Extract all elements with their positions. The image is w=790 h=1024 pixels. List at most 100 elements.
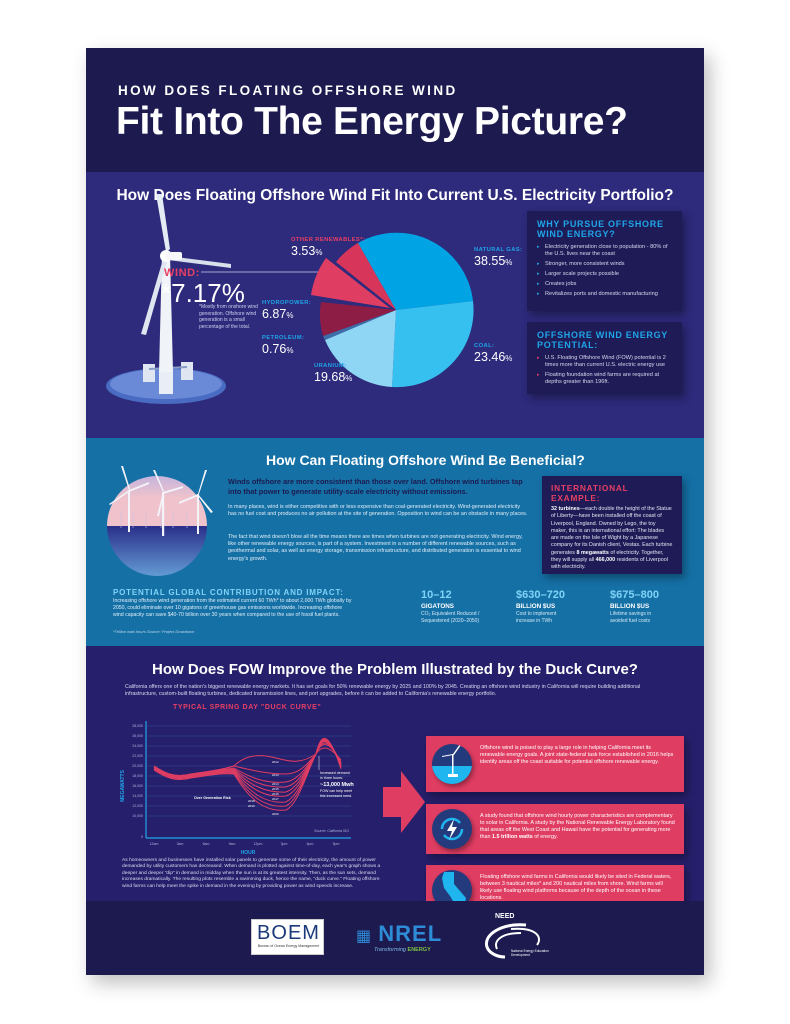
svg-text:12,000: 12,000 <box>132 804 143 808</box>
international-text: 32 turbines—each double the height of th… <box>551 506 673 571</box>
wind-farm-illustration <box>107 466 213 576</box>
svg-text:24,000: 24,000 <box>132 744 143 748</box>
stat-cost: $630–720 BILLION $US Cost to implement i… <box>516 589 565 624</box>
svg-text:2019: 2019 <box>248 804 255 808</box>
svg-text:20,000: 20,000 <box>132 764 143 768</box>
stat-gigatons: 10–12 GIGATONS CO₂ Equivalent Reduced / … <box>421 589 480 624</box>
chart-title: TYPICAL SPRING DAY "DUCK CURVE" <box>173 704 322 711</box>
coal-label: COAL: <box>474 343 495 349</box>
natural-gas-label: NATURAL GAS: <box>474 247 523 253</box>
beneficial-lead: Winds offshore are more consistent than … <box>228 477 523 496</box>
coal-value: 23.46% <box>474 350 513 364</box>
svg-text:2020: 2020 <box>272 812 279 816</box>
impact-title: POTENTIAL GLOBAL CONTRIBUTION AND IMPACT… <box>113 588 344 597</box>
hydropower-label: HYDROPOWER: <box>262 300 312 306</box>
impact-text: Increasing offshore wind generation from… <box>113 598 352 618</box>
fow-card-complementary: A study found that offshore wind hourly … <box>426 804 684 854</box>
duck-description: As homeowners and businesses have instal… <box>122 858 381 889</box>
international-example-card: INTERNATIONAL EXAMPLE: 32 turbines—each … <box>542 476 682 574</box>
svg-text:FOW can help meet: FOW can help meet <box>320 789 352 793</box>
svg-text:9am: 9am <box>229 842 236 846</box>
svg-text:6am: 6am <box>203 842 210 846</box>
floating-turbine-illustration <box>106 194 231 404</box>
svg-text:~13,000 Mwh: ~13,000 Mwh <box>320 782 354 788</box>
potential-card: OFFSHORE WIND ENERGY POTENTIAL: U.S. Flo… <box>527 322 682 394</box>
svg-text:2014: 2014 <box>272 782 279 786</box>
list-item: U.S. Floating Offshore Wind (FOW) potent… <box>537 355 672 369</box>
svg-text:2017: 2017 <box>272 797 279 801</box>
other-renewables-value: 3.53% <box>291 244 323 258</box>
svg-text:HOUR: HOUR <box>241 850 256 856</box>
duck-curve-chart: 28,000 26,000 24,000 22,000 20,000 18,00… <box>120 721 354 856</box>
wind-label: WIND: <box>164 267 200 279</box>
svg-text:12pm: 12pm <box>254 842 263 846</box>
svg-text:this increased need.: this increased need. <box>320 794 352 798</box>
petroleum-value: 0.76% <box>262 342 294 356</box>
svg-text:3am: 3am <box>177 842 184 846</box>
svg-text:in three hours:: in three hours: <box>320 776 343 780</box>
svg-text:22,000: 22,000 <box>132 754 143 758</box>
electricity-pie-chart <box>311 232 474 388</box>
svg-text:2015: 2015 <box>272 787 279 791</box>
potential-list: U.S. Floating Offshore Wind (FOW) potent… <box>537 355 672 386</box>
list-item: Electricity generation close to populati… <box>537 244 672 258</box>
svg-text:10,000: 10,000 <box>132 814 143 818</box>
portfolio-section: How Does Floating Offshore Wind Fit Into… <box>86 172 704 469</box>
duck-intro: California offers one of the nation's bi… <box>125 684 641 697</box>
boem-logo: BOEM Bureau of Ocean Energy Management <box>251 919 324 955</box>
why-pursue-title: WHY PURSUE OFFSHORE WIND ENERGY? <box>537 219 664 239</box>
uranium-value: 19.68% <box>314 370 353 384</box>
page-title: Fit Into The Energy Picture? <box>116 100 628 143</box>
header-kicker: HOW DOES FLOATING OFFSHORE WIND <box>118 83 458 98</box>
why-pursue-list: Electricity generation close to populati… <box>537 244 672 298</box>
svg-text:2016: 2016 <box>272 792 279 796</box>
svg-text:26,000: 26,000 <box>132 734 143 738</box>
impact-note: *Trillion watt-hours Source: Project Dra… <box>113 629 195 634</box>
svg-text:2018: 2018 <box>248 799 255 803</box>
svg-text:Source: California ISO: Source: California ISO <box>314 829 349 833</box>
duck-curve-section: How Does FOW Improve the Problem Illustr… <box>86 646 704 915</box>
svg-text:18,000: 18,000 <box>132 774 143 778</box>
list-item: Revitalizes ports and domestic manufactu… <box>537 291 672 298</box>
svg-text:6pm: 6pm <box>307 842 314 846</box>
poster-header: HOW DOES FLOATING OFFSHORE WIND Fit Into… <box>86 48 704 172</box>
beneficial-heading: How Can Floating Offshore Wind Be Benefi… <box>266 452 585 468</box>
svg-text:3pm: 3pm <box>281 842 288 846</box>
wind-value: *7.17% <box>161 278 245 308</box>
hydropower-value: 6.87% <box>262 307 294 321</box>
svg-text:Over Generation Risk: Over Generation Risk <box>194 796 231 800</box>
beneficial-paragraph-2: The fact that wind doesn't blow all the … <box>228 534 523 562</box>
offshore-turbine-icon <box>432 744 472 784</box>
list-item: Stronger, more consistent winds <box>537 261 672 268</box>
fow-card-goals: Offshore wind is poised to play a large … <box>426 736 684 792</box>
svg-text:12am: 12am <box>150 842 159 846</box>
fow-card-goals-text: Offshore wind is poised to play a large … <box>480 745 674 765</box>
nrel-logo: ▦ NREL Transforming ENERGY <box>356 921 443 953</box>
natural-gas-value: 38.55% <box>474 254 513 268</box>
fow-card-complementary-text: A study found that offshore wind hourly … <box>480 813 675 840</box>
svg-text:0: 0 <box>141 835 143 839</box>
svg-text:14,000: 14,000 <box>132 794 143 798</box>
other-renewables-label: OTHER RENEWABLES*: <box>291 237 366 243</box>
beneficial-section: How Can Floating Offshore Wind Be Benefi… <box>86 438 704 646</box>
beneficial-paragraph-1: In many places, wind is either competiti… <box>228 504 528 518</box>
svg-text:Increased demand: Increased demand <box>320 771 350 775</box>
svg-text:2012: 2012 <box>272 760 279 764</box>
logo-footer: BOEM Bureau of Ocean Energy Management ▦… <box>86 901 704 975</box>
why-pursue-card: WHY PURSUE OFFSHORE WIND ENERGY? Electri… <box>527 211 682 311</box>
svg-text:16,000: 16,000 <box>132 784 143 788</box>
wind-note: *Mostly from onshore wind generation. Of… <box>199 304 258 330</box>
svg-text:9pm: 9pm <box>333 842 340 846</box>
uranium-label: URANIUM: <box>314 363 347 369</box>
list-item: Floating foundation wind farms are requi… <box>537 372 672 386</box>
potential-title: OFFSHORE WIND ENERGY POTENTIAL: <box>537 330 668 350</box>
infographic-poster: HOW DOES FLOATING OFFSHORE WIND Fit Into… <box>86 48 704 975</box>
duck-heading: How Does FOW Improve the Problem Illustr… <box>152 661 638 678</box>
petroleum-label: PETROLEUM: <box>262 335 305 341</box>
portfolio-heading: How Does Floating Offshore Wind Fit Into… <box>116 187 674 204</box>
svg-text:2013: 2013 <box>272 773 279 777</box>
stat-savings: $675–800 BILLION $US Lifetime savings in… <box>610 589 659 624</box>
svg-text:28,000: 28,000 <box>132 724 143 728</box>
international-title: INTERNATIONAL EXAMPLE: <box>551 483 629 503</box>
list-item: Larger scale projects possible <box>537 271 672 278</box>
